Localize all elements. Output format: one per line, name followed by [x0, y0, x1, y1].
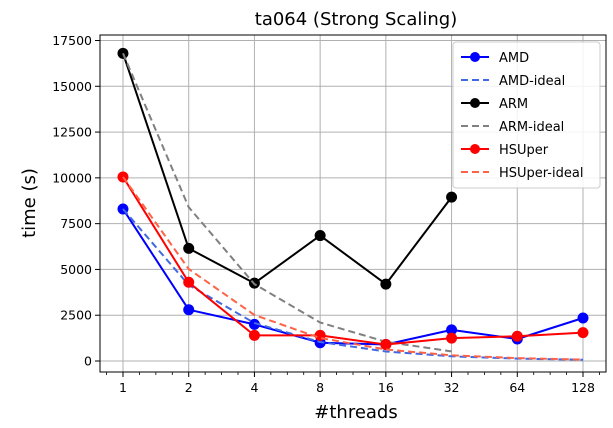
x-tick-label: 1	[119, 380, 127, 395]
data-point-amd	[183, 304, 195, 316]
legend-label: HSUper	[499, 143, 549, 158]
x-tick-label: 2	[185, 380, 193, 395]
legend-box	[452, 41, 601, 189]
data-point-hsuper	[577, 327, 589, 339]
legend-label: AMD-ideal	[499, 74, 565, 89]
y-tick-label: 0	[84, 354, 92, 369]
x-tick-label: 32	[444, 380, 460, 395]
data-point-arm	[380, 278, 392, 290]
series-layer	[117, 47, 589, 361]
chart-title: ta064 (Strong Scaling)	[255, 9, 457, 30]
y-tick-label: 10000	[52, 170, 92, 185]
legend-marker	[470, 52, 480, 62]
data-point-hsuper	[511, 330, 523, 342]
y-tick-label: 2500	[60, 308, 92, 323]
y-axis-title: time (s)	[19, 168, 40, 238]
y-tick-label: 17500	[52, 33, 92, 48]
data-point-arm	[446, 191, 458, 203]
data-point-hsuper	[380, 339, 392, 351]
x-tick-label: 16	[378, 380, 394, 395]
legend-label: ARM	[499, 97, 528, 112]
data-point-hsuper	[248, 329, 260, 341]
x-tick-label: 8	[316, 380, 324, 395]
series-line-hsuper	[122, 176, 584, 346]
y-tick-label: 5000	[60, 262, 92, 277]
legend-marker	[470, 144, 480, 154]
data-point-amd	[577, 312, 589, 324]
legend: AMD AMD-ideal ARM ARM-ideal HSUper HSUper-ide…	[452, 41, 601, 189]
x-tick-label: 64	[509, 380, 525, 395]
legend-label: ARM-ideal	[499, 120, 564, 135]
legend-marker	[470, 98, 480, 108]
data-point-arm	[183, 242, 195, 254]
series-line-arm	[122, 52, 453, 286]
y-tick-label: 12500	[52, 125, 92, 140]
series-line-hsuper-ideal	[122, 176, 584, 361]
y-tick-label: 7500	[60, 216, 92, 231]
axes: 1 2 4 8 16 32 64 128 0 2500 5000 7500 10000 12500 1500…	[52, 33, 607, 395]
x-tick-label: 128	[571, 380, 595, 395]
data-point-arm	[314, 230, 326, 242]
data-point-hsuper	[446, 332, 458, 344]
data-point-hsuper	[183, 276, 195, 288]
legend-label: AMD	[499, 51, 529, 66]
x-tick-label: 4	[250, 380, 258, 395]
x-axis-title: #threads	[314, 402, 397, 423]
y-tick-label: 15000	[52, 79, 92, 94]
legend-label: HSUper-ideal	[499, 166, 583, 181]
